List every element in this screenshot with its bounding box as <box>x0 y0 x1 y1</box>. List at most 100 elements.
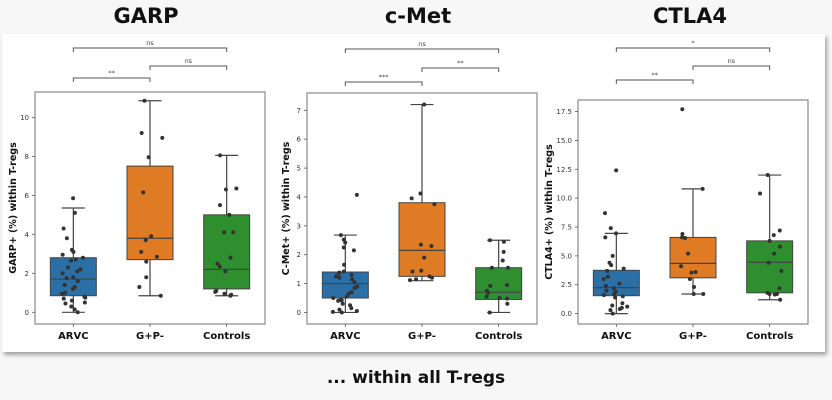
data-point <box>142 98 147 103</box>
data-point <box>701 291 706 296</box>
significance-label: * <box>691 39 695 47</box>
data-point <box>158 293 163 298</box>
significance-bracket: ** <box>615 71 694 84</box>
significance-bracket: ** <box>421 59 500 72</box>
significance-bracket: ** <box>72 69 151 82</box>
data-point <box>686 251 691 256</box>
data-point <box>422 255 427 260</box>
data-point <box>603 211 608 216</box>
panel-title-ctla4: CTLA4 <box>653 4 727 28</box>
data-point <box>341 245 346 250</box>
data-point <box>331 296 336 301</box>
data-point <box>354 192 359 197</box>
significance-label: *** <box>379 73 390 81</box>
box-iqr <box>321 271 369 299</box>
data-point <box>344 294 349 299</box>
x-tick-label: Controls <box>203 331 250 342</box>
bracket-line <box>344 81 423 86</box>
data-point <box>83 295 88 300</box>
data-point <box>410 269 415 274</box>
data-point <box>419 268 424 273</box>
data-point <box>621 266 626 271</box>
y-tick-label: 4 <box>297 193 302 201</box>
data-point <box>777 228 782 233</box>
significance-label: ns <box>728 57 736 65</box>
data-point <box>59 291 64 296</box>
x-tick-label: ARVC <box>58 331 89 342</box>
data-point <box>505 301 510 306</box>
data-point <box>139 130 144 135</box>
data-point <box>613 295 618 300</box>
data-point <box>144 275 149 280</box>
significance-bracket: ns <box>344 40 500 53</box>
data-point <box>486 290 491 295</box>
data-point <box>62 283 67 288</box>
data-point <box>339 298 344 303</box>
significance-label: ** <box>108 69 115 77</box>
data-point <box>610 253 615 258</box>
data-point <box>343 240 348 245</box>
data-point <box>160 135 165 140</box>
data-point <box>758 191 763 196</box>
y-tick-label: 2 <box>297 251 301 259</box>
data-point <box>222 291 227 296</box>
data-point <box>680 231 685 236</box>
y-tick-label: 10 <box>20 114 29 122</box>
boxplot-panel-c-met: 0 1 2 3 4 5 6 7 C-Met+ (%) within T-regs ARVC G+P-… <box>281 40 538 342</box>
data-point <box>336 271 341 276</box>
data-point <box>227 212 232 217</box>
data-point <box>497 296 502 301</box>
data-point <box>505 296 510 301</box>
y-tick-label: 5 <box>297 165 301 173</box>
data-point <box>349 306 354 311</box>
boxplot-panel-garp: 0 2 4 6 8 10 GARP+ (%) within T-regs ARVC G+P- Co… <box>8 39 266 342</box>
data-point <box>223 269 228 274</box>
data-point <box>429 244 434 249</box>
data-point <box>614 231 619 236</box>
data-point <box>352 280 357 285</box>
data-point <box>779 268 784 273</box>
data-point <box>612 291 617 296</box>
data-point <box>601 293 606 298</box>
data-point <box>61 296 66 301</box>
data-point <box>774 291 779 296</box>
data-point <box>139 249 144 254</box>
significance-label: ** <box>651 71 658 79</box>
data-point <box>620 301 625 306</box>
data-point <box>501 239 506 244</box>
data-point <box>767 238 772 243</box>
data-point <box>338 233 343 238</box>
data-point <box>500 258 505 263</box>
data-point <box>61 226 66 231</box>
box-iqr <box>126 165 174 261</box>
data-point <box>71 249 76 254</box>
data-point <box>354 309 359 314</box>
x-tick-label: ARVC <box>601 331 632 342</box>
data-point <box>234 186 239 191</box>
data-point <box>765 173 770 178</box>
data-point <box>484 294 489 299</box>
data-point <box>604 288 609 293</box>
data-point <box>71 286 76 291</box>
data-point <box>680 107 685 112</box>
data-point <box>506 265 511 270</box>
y-tick-label: 2 <box>25 270 29 278</box>
y-tick-label: 15.0 <box>556 137 572 145</box>
data-point <box>144 259 149 264</box>
data-point <box>692 285 697 290</box>
data-point <box>65 265 70 270</box>
significance-bracket: * <box>615 39 771 52</box>
x-tick-label: G+P- <box>408 331 436 342</box>
data-point <box>488 283 493 288</box>
box-controls <box>475 238 523 315</box>
data-point <box>501 249 506 254</box>
data-point <box>487 238 492 243</box>
data-point <box>777 244 782 249</box>
data-point <box>603 283 608 288</box>
bracket-line <box>72 77 151 82</box>
data-point <box>228 293 233 298</box>
box-controls <box>203 153 251 298</box>
data-point <box>603 235 608 240</box>
data-point <box>69 258 74 263</box>
data-point <box>339 310 344 315</box>
